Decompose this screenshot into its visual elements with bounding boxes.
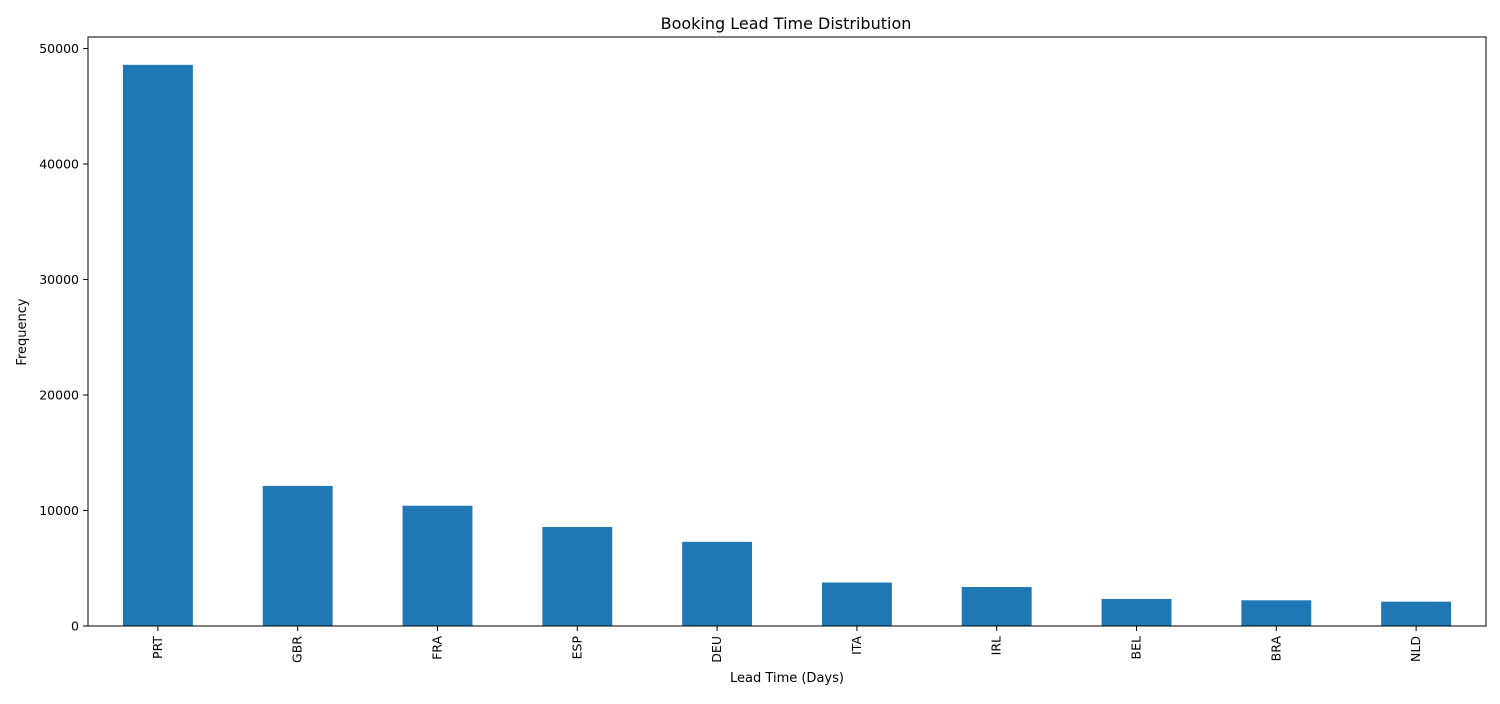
y-axis: 0 10000 20000 30000 40000 50000 xyxy=(39,41,88,634)
bar-ita xyxy=(821,582,892,626)
bar-irl xyxy=(961,587,1032,626)
x-tick-label: FRA xyxy=(430,636,445,660)
x-axis: PRT GBR FRA ESP DEU ITA IRL BEL BRA NLD xyxy=(150,626,1423,663)
y-tick-label: 10000 xyxy=(39,503,79,518)
bar-nld xyxy=(1381,601,1452,626)
x-tick-label: PRT xyxy=(150,636,165,659)
x-tick-label: GBR xyxy=(290,636,305,663)
bar-bra xyxy=(1241,600,1312,626)
x-tick-label: ESP xyxy=(569,636,584,660)
y-tick-label: 50000 xyxy=(39,41,79,56)
x-tick-label: ITA xyxy=(849,636,864,655)
bars xyxy=(122,64,1452,626)
bar-esp xyxy=(542,527,613,626)
chart-title: Booking Lead Time Distribution xyxy=(661,14,912,33)
bar-gbr xyxy=(262,485,333,626)
bar-prt xyxy=(122,64,193,626)
x-tick-label: NLD xyxy=(1408,636,1423,662)
x-tick-label: BEL xyxy=(1129,636,1144,659)
y-tick-label: 30000 xyxy=(39,272,79,287)
bar-bel xyxy=(1101,598,1172,626)
y-tick-label: 40000 xyxy=(39,157,79,172)
y-axis-label: Frequency xyxy=(15,298,30,365)
bar-fra xyxy=(402,505,473,626)
x-axis-label: Lead Time (Days) xyxy=(730,671,844,686)
plot-frame xyxy=(87,36,1487,627)
x-tick-label: BRA xyxy=(1268,636,1283,662)
bar-deu xyxy=(682,541,753,626)
x-tick-label: DEU xyxy=(709,636,724,663)
x-tick-label: IRL xyxy=(989,636,1004,655)
y-tick-label: 20000 xyxy=(39,388,79,403)
y-tick-label: 0 xyxy=(71,619,79,634)
